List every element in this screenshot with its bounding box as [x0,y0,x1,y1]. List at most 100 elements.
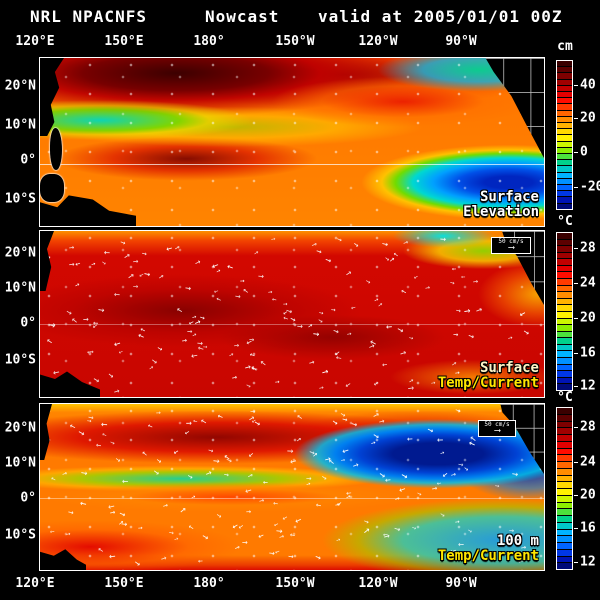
colorbar-segment [557,435,572,441]
colorbar-segment [557,239,572,246]
colorbar-segment [557,414,572,421]
latitude-tick-label: 10°N [4,117,36,133]
colorbar-segment [557,104,572,110]
colorbar-segment [557,160,572,166]
colorbar-segment [557,516,572,522]
colorbar-elevation [556,60,573,210]
longitude-tick-label: 90°W [445,34,477,49]
latitude-tick-label: 10°N [4,455,36,471]
panel-label: Surface Elevation [463,189,539,220]
colorbar-segment [557,311,572,318]
colorbar-tick-value: 16 [580,345,596,361]
colorbar-segment [557,489,572,495]
colorbar-tick-value: 20 [580,487,596,503]
colorbar-segment [557,318,572,325]
longitude-tick-label: 120°E [15,34,55,49]
colorbar-segment [557,338,572,344]
colorbar-segment [557,421,572,428]
colorbar-100m-temp [556,407,573,570]
colorbar-segment [557,536,572,542]
reference-vector-label: 50 cm/s [498,238,524,245]
reference-vector-box: 50 cm/s ⟶ [478,420,516,437]
latitude-tick-label: 0° [20,490,36,506]
longitude-tick-label: 150°E [104,576,144,591]
colorbar-segment [557,384,572,390]
title-valid-time: valid at 2005/01/01 00Z [318,7,563,26]
colorbar-tick-mark [574,151,578,153]
colorbar-segment [557,448,572,455]
longitude-tick-label: 120°E [15,576,55,591]
colorbar-segment [557,73,572,79]
colorbar-tick-value: 28 [580,419,596,435]
colorbar-segment [557,351,572,357]
colorbar-tick-mark [574,85,578,87]
equator-line [40,164,544,165]
colorbar-tick-value: 16 [580,520,596,536]
panel-label: Surface Temp/Current [437,360,539,391]
colorbar-segment [557,292,572,298]
colorbar-segment [557,265,572,272]
colorbar-surface-temp [556,232,573,391]
colorbar-segment [557,549,572,556]
colorbar-segment [557,482,572,488]
colorbar-tick-mark [574,187,578,189]
colorbar-segment [557,468,572,475]
colorbar-segment [557,61,572,67]
latitude-tick-label: 10°S [4,527,36,543]
latitude-tick-label: 20°N [4,420,36,436]
colorbar-tick-value: 40 [580,77,596,93]
colorbar-segment [557,563,572,569]
reference-vector-arrow-icon: ⟶ [494,426,500,436]
colorbar-segment [557,522,572,529]
colorbar-segment [557,357,572,364]
colorbar-tick-value: 20 [580,310,596,326]
colorbar-segment [557,116,572,123]
latitude-tick-label: 10°S [4,191,36,207]
longitude-axis-bottom: 120°E 150°E 180° 150°W 120°W 90°W [0,576,600,592]
colorbar-segment [557,147,572,154]
sea-surface-temperature-field [40,231,544,397]
colorbar-tick-value: -20 [580,179,600,195]
colorbar-segment [557,509,572,515]
colorbar-segment [557,556,572,563]
reference-vector-box: 50 cm/s ⟶ [491,237,531,254]
colorbar-segment [557,462,572,468]
colorbar-segment [557,441,572,448]
latitude-tick-label: 20°N [4,245,36,261]
sea-surface-elevation-field [40,58,544,226]
colorbar-segment [557,67,572,73]
land-philippines [50,128,62,170]
colorbar-tick-mark [574,527,578,529]
colorbar-segment [557,285,572,292]
colorbar-segment [557,246,572,252]
colorbar-tick-mark [574,427,578,429]
colorbar-segment [557,344,572,351]
colorbar-tick-value: 0 [580,144,588,160]
colorbar-tick-mark [574,495,578,497]
subsurface-temperature-field [40,404,544,570]
latitude-tick-label: 10°N [4,280,36,296]
colorbar-segment [557,259,572,265]
colorbar-segment [557,110,572,116]
colorbar-segment [557,455,572,461]
colorbar-segment [557,272,572,279]
colorbar-segment [557,475,572,482]
colorbar-segment [557,92,572,98]
colorbar-segment [557,197,572,203]
equator-line [40,498,544,499]
colorbar-segment [557,364,572,371]
colorbar-segment [557,233,572,239]
colorbar-tick-mark [574,282,578,284]
colorbar-segment [557,298,572,305]
panel-surface-temp-current: 50 cm/s ⟶ Surface Temp/Current → → → → → → → → →… [39,230,545,398]
longitude-tick-label: 150°W [275,34,315,49]
colorbar-segment [557,331,572,338]
island-speckles [40,58,544,226]
colorbar-segment [557,495,572,502]
colorbar-tick-value: 28 [580,240,596,256]
colorbar-segment [557,252,572,259]
colorbar-segment [557,325,572,331]
colorbar-segment [557,172,572,178]
longitude-tick-label: 150°E [104,34,144,49]
